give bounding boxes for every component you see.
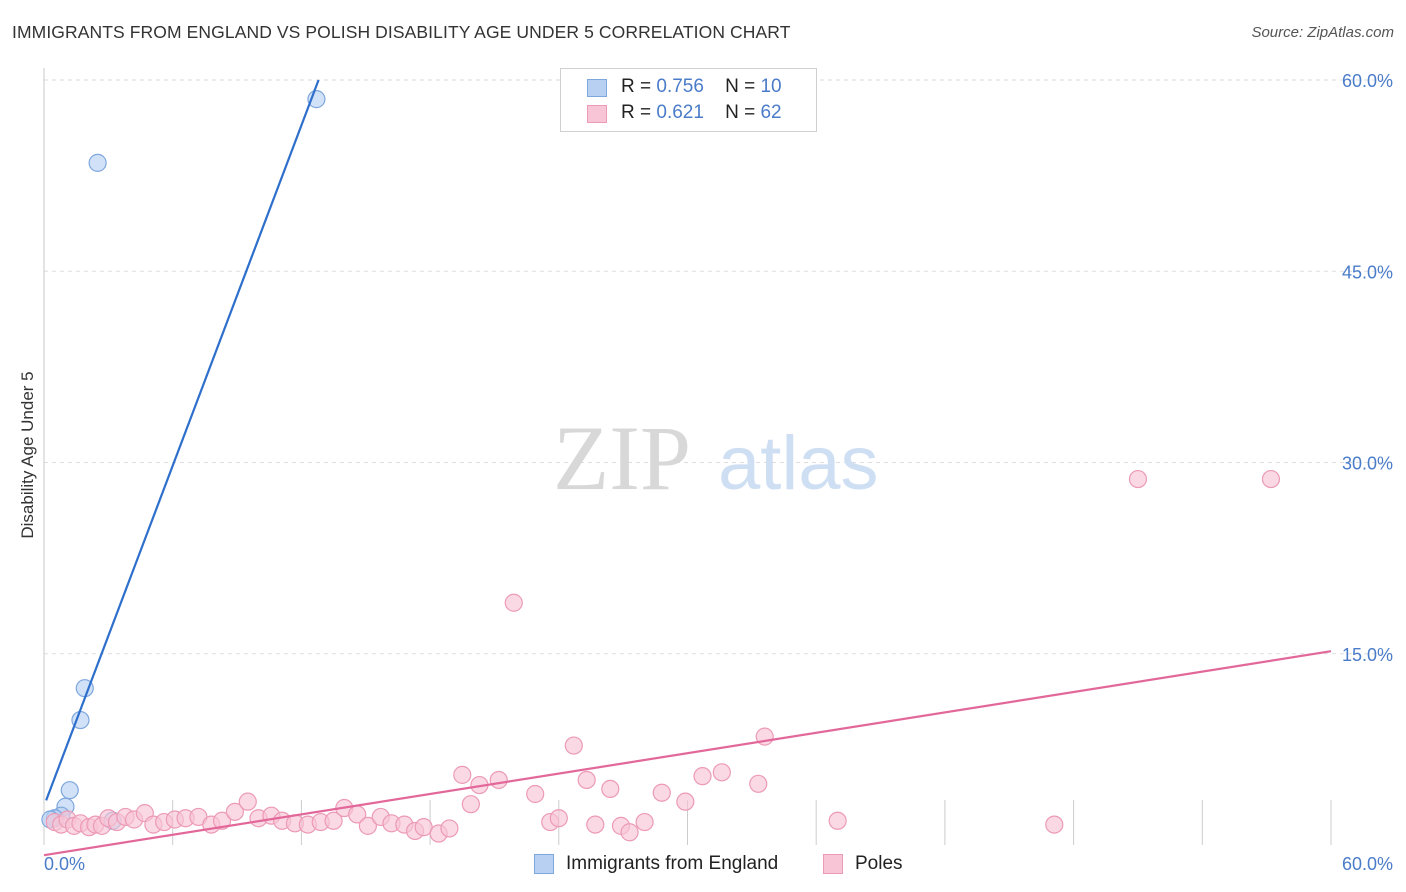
trendline-poles [43, 650, 1332, 857]
x-tick-label-min: 0.0% [44, 854, 85, 874]
point-poles [453, 765, 472, 784]
source-credit: Source: ZipAtlas.com [1251, 24, 1394, 41]
point-poles [238, 792, 257, 811]
point-poles [749, 774, 768, 793]
y-tick-label: 60.0% [1342, 71, 1393, 91]
legend-swatch-blue [587, 79, 607, 97]
legend-n-label: N = [725, 76, 756, 97]
legend-n-value-england: 10 [760, 76, 782, 97]
point-poles [225, 802, 245, 821]
legend-r-label: R = [621, 102, 652, 123]
point-poles [1128, 469, 1148, 489]
axis-layer: 15.0% 30.0% 45.0% 60.0% 0.0% 60.0% [43, 68, 1393, 874]
y-tick-label: 30.0% [1342, 454, 1393, 474]
point-poles [358, 816, 377, 835]
trend-layer [43, 79, 1332, 857]
y-axis-label: Disability Age Under 5 [18, 371, 37, 538]
point-poles [712, 763, 731, 782]
point-poles [652, 783, 671, 802]
watermark-atlas: atlas [718, 421, 879, 506]
grid-layer [44, 79, 1392, 655]
point-poles [635, 812, 654, 832]
point-england [60, 781, 79, 800]
chart-title: IMMIGRANTS FROM ENGLAND VS POLISH DISABI… [12, 22, 791, 42]
point-poles [564, 736, 583, 755]
bottom-legend-swatch-pink [823, 854, 843, 874]
legend-swatch-pink [587, 105, 607, 123]
bottom-legend-swatch-blue [534, 854, 554, 874]
legend-n-label: N = [725, 102, 756, 123]
point-poles [414, 818, 433, 837]
point-poles [489, 770, 508, 790]
x-tick-label-max: 60.0% [1342, 854, 1393, 874]
legend-r-value-england: 0.756 [656, 76, 704, 97]
y-tick-label: 45.0% [1342, 262, 1393, 282]
watermark-zip: ZIP [553, 407, 691, 509]
bottom-legend-label-poles: Poles [855, 853, 903, 874]
legend-r-value-poles: 0.621 [656, 102, 704, 123]
point-poles [504, 593, 523, 612]
point-poles [212, 811, 232, 830]
point-poles [620, 823, 639, 842]
point-poles [440, 819, 459, 838]
point-poles [461, 795, 480, 814]
point-poles [577, 770, 596, 790]
point-poles [828, 811, 847, 830]
point-poles [693, 767, 712, 786]
point-poles [549, 809, 568, 828]
trendline-england [45, 79, 320, 801]
watermark: ZIP atlas [553, 407, 879, 509]
point-poles [526, 784, 545, 804]
point-poles [586, 815, 605, 834]
point-poles [1045, 815, 1064, 834]
point-poles [324, 811, 343, 830]
y-tick-label: 15.0% [1342, 645, 1393, 665]
point-poles [1261, 469, 1281, 489]
bottom-legend-label-england: Immigrants from England [566, 853, 779, 874]
points-layer [41, 90, 1281, 843]
point-poles [601, 779, 620, 799]
point-poles [676, 792, 695, 811]
legend-r-label: R = [621, 76, 652, 97]
point-england [88, 153, 107, 172]
legend-n-value-poles: 62 [760, 102, 782, 123]
correlation-legend: R = 0.756 N = 10 R = 0.621 N = 62 [560, 68, 817, 132]
